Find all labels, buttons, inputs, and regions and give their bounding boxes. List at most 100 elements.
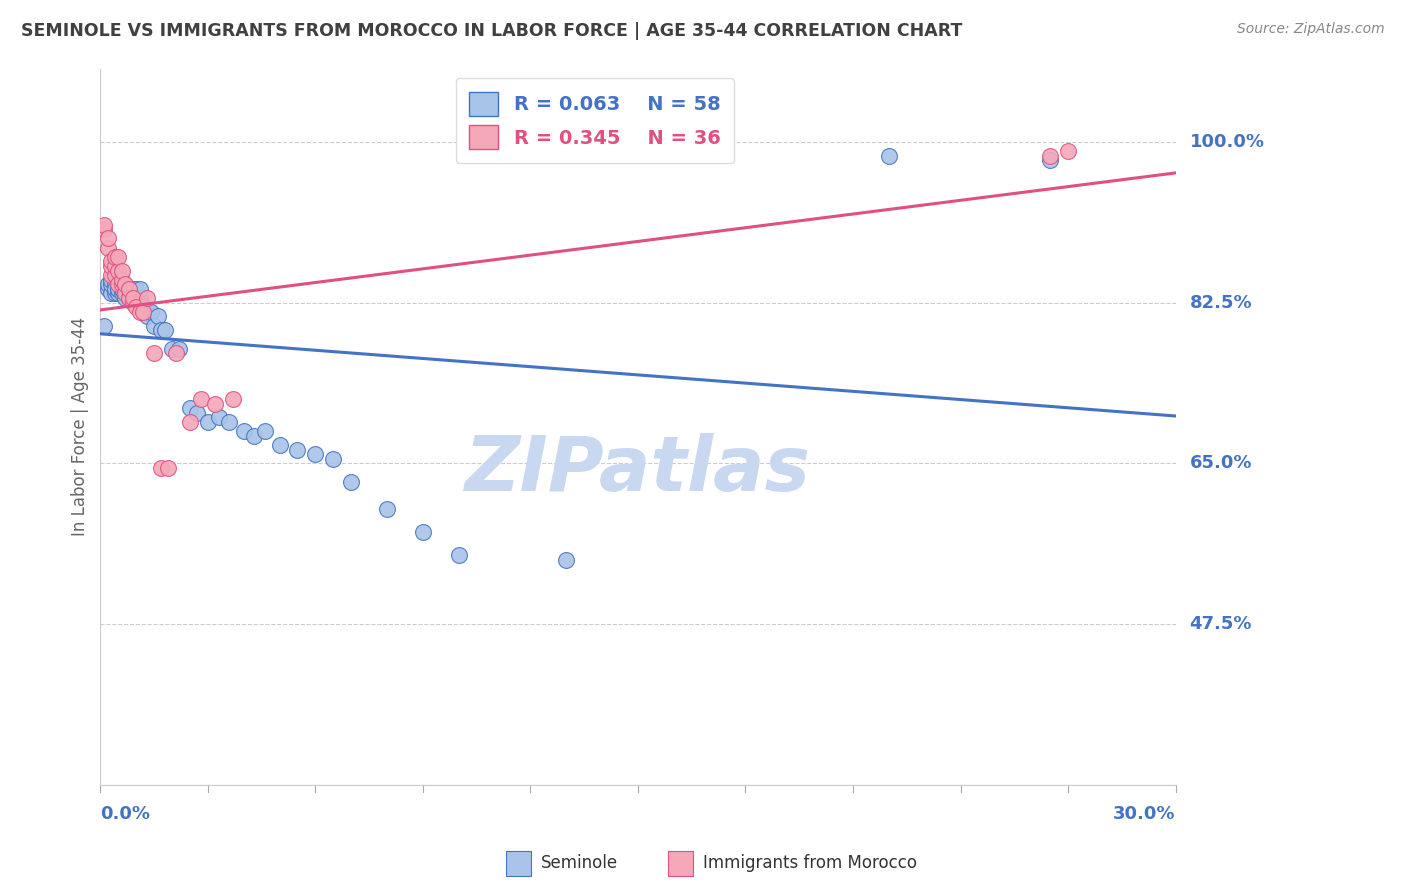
Point <box>104 268 127 282</box>
Point <box>121 291 143 305</box>
Point <box>114 277 136 292</box>
Point <box>100 259 122 273</box>
Point <box>96 277 118 292</box>
Point <box>340 475 363 489</box>
Point <box>111 286 134 301</box>
Point <box>190 392 212 406</box>
Point <box>179 401 201 416</box>
Point <box>104 282 127 296</box>
Point <box>128 305 150 319</box>
Text: Source: ZipAtlas.com: Source: ZipAtlas.com <box>1237 22 1385 37</box>
Point <box>100 277 122 292</box>
Point <box>143 346 166 360</box>
Point <box>118 282 141 296</box>
Point <box>107 286 129 301</box>
Point <box>107 282 129 296</box>
Point <box>197 415 219 429</box>
Point <box>157 461 180 475</box>
Y-axis label: In Labor Force | Age 35-44: In Labor Force | Age 35-44 <box>72 317 89 536</box>
Point <box>104 286 127 301</box>
Point <box>877 149 900 163</box>
Text: 100.0%: 100.0% <box>1189 133 1264 151</box>
Point <box>104 250 127 264</box>
Point <box>132 300 155 314</box>
Point <box>1039 149 1062 163</box>
Point <box>322 451 344 466</box>
Text: 47.5%: 47.5% <box>1189 615 1251 633</box>
Point <box>96 231 118 245</box>
Point <box>254 424 277 438</box>
Point <box>160 342 183 356</box>
Point <box>447 548 470 562</box>
Point <box>232 424 254 438</box>
Point <box>204 397 226 411</box>
Point <box>222 392 245 406</box>
Point <box>100 254 122 268</box>
Point <box>139 305 162 319</box>
Point <box>104 259 127 273</box>
Point <box>114 291 136 305</box>
Point <box>125 286 148 301</box>
Point <box>93 318 115 333</box>
Point <box>118 286 141 301</box>
Point <box>153 323 176 337</box>
Point <box>107 277 129 292</box>
Point <box>167 342 190 356</box>
Point <box>136 310 159 324</box>
Point <box>243 429 266 443</box>
Point <box>114 282 136 296</box>
Point <box>118 282 141 296</box>
Point <box>100 286 122 301</box>
Point <box>143 318 166 333</box>
Point <box>287 442 309 457</box>
Text: 82.5%: 82.5% <box>1189 293 1253 311</box>
Point <box>114 282 136 296</box>
Point <box>96 241 118 255</box>
Point <box>165 346 187 360</box>
Point <box>207 410 229 425</box>
Point <box>107 263 129 277</box>
Point <box>118 291 141 305</box>
Point <box>104 277 127 292</box>
Point <box>121 282 143 296</box>
Point <box>150 323 173 337</box>
Point <box>186 406 208 420</box>
Point <box>304 447 326 461</box>
Point <box>111 282 134 296</box>
Point <box>125 295 148 310</box>
Point <box>93 218 115 232</box>
Point <box>555 553 578 567</box>
Point <box>146 310 169 324</box>
Point <box>107 250 129 264</box>
Point <box>125 282 148 296</box>
Text: 30.0%: 30.0% <box>1114 805 1175 823</box>
Point <box>93 222 115 236</box>
Text: 65.0%: 65.0% <box>1189 454 1251 473</box>
Point <box>121 295 143 310</box>
Point <box>128 291 150 305</box>
Point <box>412 525 434 540</box>
Point <box>1057 144 1080 158</box>
Point <box>269 438 291 452</box>
Point <box>100 273 122 287</box>
Point <box>125 300 148 314</box>
Point <box>375 502 398 516</box>
Point <box>128 282 150 296</box>
Point <box>111 282 134 296</box>
Text: Seminole: Seminole <box>541 855 619 872</box>
Point <box>121 291 143 305</box>
Point <box>111 263 134 277</box>
Point <box>111 273 134 287</box>
Text: 0.0%: 0.0% <box>100 805 150 823</box>
Point <box>118 291 141 305</box>
Point <box>150 461 173 475</box>
Point <box>1039 153 1062 168</box>
Legend: R = 0.063    N = 58, R = 0.345    N = 36: R = 0.063 N = 58, R = 0.345 N = 36 <box>456 78 734 162</box>
Point <box>111 277 134 292</box>
Text: Immigrants from Morocco: Immigrants from Morocco <box>703 855 917 872</box>
Point <box>114 286 136 301</box>
Text: ZIPatlas: ZIPatlas <box>465 433 811 507</box>
Point <box>107 277 129 292</box>
Point <box>107 282 129 296</box>
Point <box>132 305 155 319</box>
